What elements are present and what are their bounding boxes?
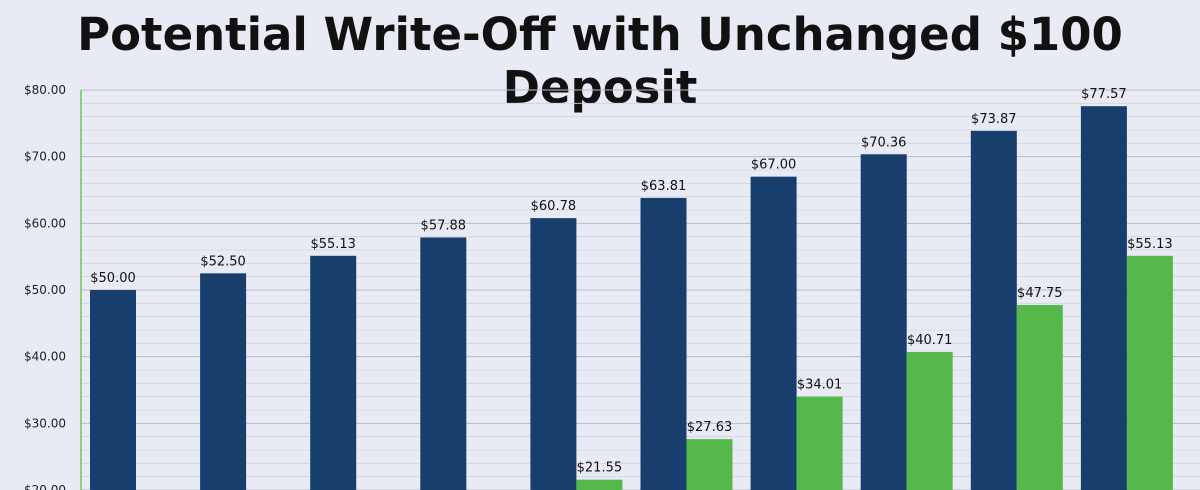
- chart-title: Potential Write-Off with Unchanged $100 …: [77, 8, 1123, 114]
- bar-data-label: $67.00: [751, 158, 797, 173]
- y-tick-label: $60.00: [24, 216, 66, 230]
- bar-data-label: $27.63: [687, 420, 733, 435]
- bar-series-2: [686, 439, 733, 490]
- bar-data-label: $70.36: [861, 135, 907, 150]
- bar-series-1: [200, 273, 247, 490]
- bar-data-label: $57.88: [421, 218, 467, 233]
- bar-data-label: $55.13: [1127, 237, 1173, 252]
- bar-series-1: [90, 290, 136, 490]
- bar-data-label: $52.50: [200, 254, 246, 269]
- bar-series-1: [530, 218, 577, 490]
- y-tick-label: $50.00: [24, 283, 66, 297]
- bar-series-2: [1016, 305, 1063, 490]
- bar-data-label: $55.13: [310, 237, 356, 252]
- bar-series-1: [750, 176, 797, 490]
- bar-series-1: [640, 197, 687, 490]
- bar-series-1: [860, 154, 907, 490]
- bar-data-label: $63.81: [641, 179, 687, 194]
- bar-series-1: [420, 237, 467, 490]
- y-tick-label: $30.00: [24, 416, 66, 430]
- bars: [90, 106, 1173, 490]
- bar-series-2: [796, 396, 843, 490]
- data-labels: $50.00 $52.50 $55.13 $57.88 $60.78 $63.81 $67.…: [90, 87, 1172, 475]
- y-tick-label: $40.00: [24, 350, 66, 364]
- y-tick-label: $80.00: [24, 83, 66, 97]
- bar-data-label: $47.75: [1017, 286, 1063, 301]
- bar-series-2: [1126, 255, 1173, 490]
- bar-data-label: $60.78: [531, 199, 577, 214]
- y-axis: $20.00 $30.00 $40.00 $50.00 $60.00 $70.00 $80.…: [24, 83, 82, 490]
- bar-series-1: [1080, 106, 1127, 490]
- bar-data-label: $21.55: [577, 461, 623, 476]
- bar-series-1: [310, 255, 357, 490]
- bar-data-label: $73.87: [971, 112, 1017, 127]
- y-tick-label: $20.00: [24, 483, 66, 490]
- bar-data-label: $77.57: [1081, 87, 1127, 102]
- bar-data-label: $50.00: [90, 271, 136, 286]
- bar-data-label: $34.01: [797, 378, 843, 393]
- bar-series-2: [576, 479, 623, 490]
- bar-series-2: [906, 351, 953, 490]
- bar-data-label: $40.71: [907, 333, 953, 348]
- y-tick-label: $70.00: [24, 150, 66, 164]
- bar-series-1: [970, 130, 1017, 490]
